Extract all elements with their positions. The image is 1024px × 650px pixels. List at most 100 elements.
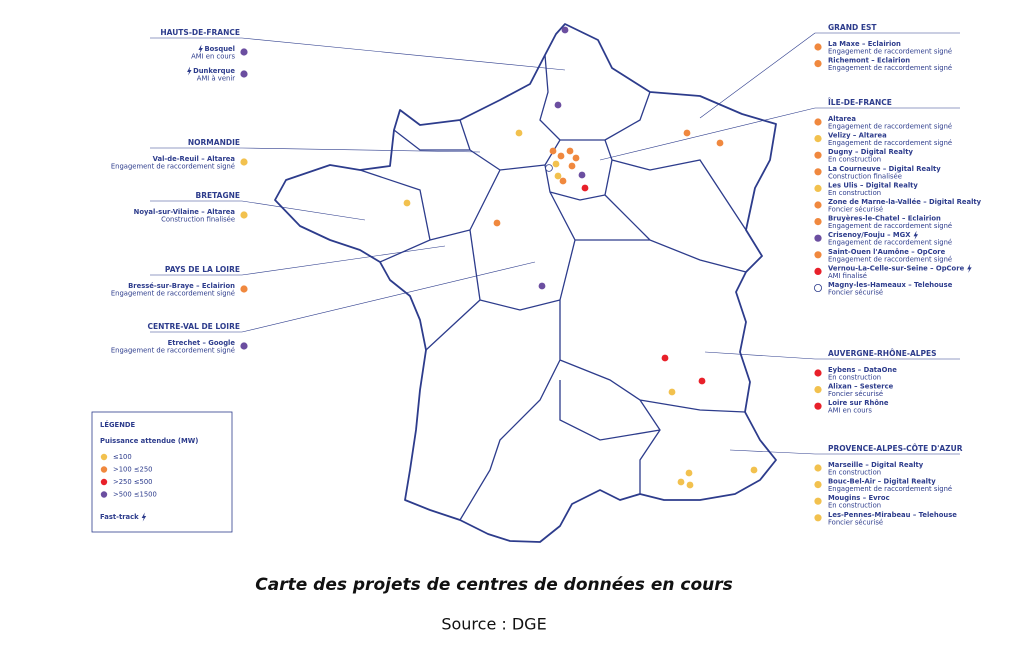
project-dot <box>561 26 569 34</box>
project-dot <box>814 43 822 51</box>
project-name: Dugny – Digital Realty <box>828 148 913 156</box>
legend-label: >100 ≤250 <box>113 466 153 474</box>
project-dot <box>677 478 685 486</box>
project-name: Magny-les-Hameaux – Telehouse <box>828 281 953 289</box>
fast-track-icon <box>913 230 919 240</box>
project-name: Les Ulis – Digital Realty <box>828 181 918 189</box>
project-dot <box>814 283 823 292</box>
project-status: En construction <box>828 156 881 164</box>
project-dot <box>240 158 248 166</box>
project-dot <box>814 218 822 226</box>
region-block: ÎLE-DE-FRANCE Altarea Engagement de raccor… <box>599 98 982 297</box>
legend: LÉGENDE Puissance attendue (MW) ≤100 >100 ≤… <box>91 411 233 533</box>
leader-line <box>241 37 566 71</box>
project-dot <box>683 129 691 137</box>
project-dot <box>568 162 576 170</box>
project-dot <box>100 478 108 486</box>
project-name: Dunkerque <box>193 67 235 75</box>
region-block: PROVENCE-ALPES-CÔTE D'AZUR Marseille – Di… <box>729 444 963 526</box>
project-dot <box>549 147 557 155</box>
fast-track-icon <box>967 263 972 273</box>
project-name: Val-de-Reuil – Altarea <box>153 155 236 163</box>
project-status: En construction <box>828 469 881 477</box>
france-outline <box>274 23 777 543</box>
project-status: AMI finalisé <box>828 272 867 280</box>
project-dot <box>545 164 553 172</box>
project-dot <box>538 282 546 290</box>
project-dot <box>814 151 822 159</box>
legend-subtitle: Puissance attendue (MW) <box>100 437 198 445</box>
project-dot <box>100 466 108 473</box>
project-dot <box>578 171 586 179</box>
project-dot <box>661 354 669 362</box>
project-dot <box>559 177 567 185</box>
project-dot <box>814 464 822 472</box>
leader-line <box>241 261 536 333</box>
project-dot <box>716 139 724 147</box>
project-dot <box>554 172 562 180</box>
project-dot <box>814 402 822 410</box>
leader-line <box>241 200 366 221</box>
project-dot <box>240 285 248 293</box>
project-dot <box>552 160 560 168</box>
project-dot <box>240 211 248 219</box>
region-name: PROVENCE-ALPES-CÔTE D'AZUR <box>828 444 963 453</box>
leader-line <box>699 32 816 119</box>
project-dot <box>814 369 822 377</box>
legend-fast-track: Fast-track <box>100 513 139 521</box>
project-dot <box>515 129 523 137</box>
project-name: Bruyères-le-Chatel – Eclairion <box>828 215 941 223</box>
project-name: Noyal-sur-Vilaine – Altarea <box>134 208 236 216</box>
project-name: Marseille – Digital Realty <box>828 461 924 469</box>
project-status: Engagement de raccordement signé <box>828 222 952 230</box>
project-dot <box>698 377 706 385</box>
region-name: ÎLE-DE-FRANCE <box>828 98 892 107</box>
project-dot <box>240 70 248 78</box>
project-name: Velizy – Altarea <box>828 132 887 140</box>
project-dot <box>814 60 822 68</box>
project-name: Vernou-La-Celle-sur-Seine – OpCore <box>828 264 965 272</box>
project-dot <box>814 168 822 176</box>
project-dot <box>581 184 589 192</box>
project-name: La Courneuve – Digital Realty <box>828 165 941 173</box>
project-name: Saint-Ouen l'Aumône – OpCore <box>828 248 946 256</box>
region-block: NORMANDIE Val-de-Reuil – AltareaEngagemen… <box>111 138 481 171</box>
project-dot <box>814 201 822 209</box>
legend-label: ≤100 <box>113 453 132 461</box>
source: Source : DGE <box>441 615 546 634</box>
project-status: AMI en cours <box>828 407 872 415</box>
project-status: Engagement de raccordement signé <box>111 290 235 298</box>
project-status: Engagement de raccordement signé <box>828 48 952 56</box>
project-status: AMI en cours <box>191 53 235 61</box>
leader-line <box>241 245 446 276</box>
project-dot <box>814 184 822 192</box>
region-block: BRETAGNE Noyal-sur-Vilaine – AltareaConst… <box>134 191 366 224</box>
region-name: NORMANDIE <box>188 138 240 147</box>
project-name: Alixan – Sesterce <box>828 383 894 391</box>
project-name: Mougins – Evroc <box>828 494 890 502</box>
project-status: Engagement de raccordement signé <box>828 139 952 147</box>
project-dot <box>554 101 562 109</box>
project-dot <box>814 251 822 259</box>
legend-label: >250 ≤500 <box>113 478 153 486</box>
project-dot <box>100 453 108 461</box>
project-status: En construction <box>828 189 881 197</box>
leader-line <box>704 351 816 360</box>
leader-line <box>599 107 816 161</box>
project-dot <box>240 48 248 56</box>
project-dot <box>814 497 822 505</box>
leader-line <box>729 449 816 455</box>
project-name: La Maxe – Eclairion <box>828 40 901 48</box>
project-dot <box>493 219 501 227</box>
project-name: Altarea <box>828 115 856 123</box>
project-name: Bouc-Bel-Air – Digital Realty <box>828 478 936 486</box>
project-dot <box>403 199 411 207</box>
region-block: PAYS DE LA LOIRE Bressé-sur-Braye – Eclai… <box>111 245 446 298</box>
region-name: CENTRE-VAL DE LOIRE <box>147 322 240 331</box>
project-status: Foncier sécurisé <box>828 289 883 297</box>
project-name: Les-Pennes-Mirabeau – Telehouse <box>828 511 957 519</box>
project-name: Eybens – DataOne <box>828 366 897 374</box>
